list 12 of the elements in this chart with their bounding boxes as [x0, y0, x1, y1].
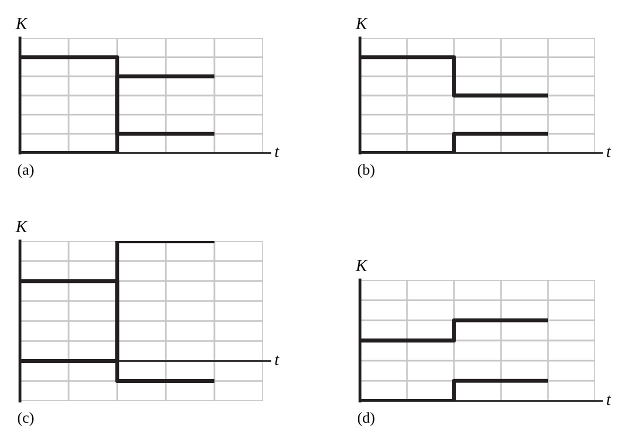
x-axis-title: t [606, 396, 612, 406]
text: (d) [358, 412, 374, 426]
text: (b) [358, 164, 374, 178]
text: (a) [18, 164, 34, 178]
x-axis-title: t [275, 356, 280, 366]
x-axis-title: t [606, 148, 612, 158]
x-axis-title: t [275, 148, 280, 158]
y-axis-title: K [356, 260, 368, 271]
y-axis-title: K [16, 18, 28, 29]
y-axis-title: K [356, 18, 368, 29]
y-axis-title: K [16, 220, 28, 232]
text: (c) [18, 412, 34, 426]
